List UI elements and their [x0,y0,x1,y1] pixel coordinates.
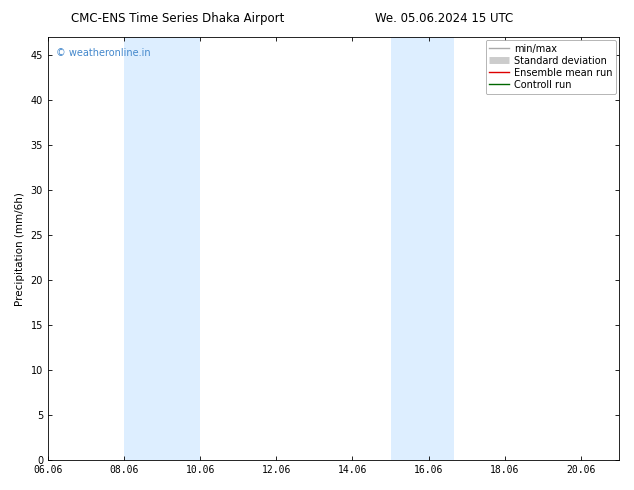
Text: © weatheronline.in: © weatheronline.in [56,48,151,58]
Text: CMC-ENS Time Series Dhaka Airport: CMC-ENS Time Series Dhaka Airport [71,12,284,25]
Y-axis label: Precipitation (mm/6h): Precipitation (mm/6h) [15,192,25,306]
Text: We. 05.06.2024 15 UTC: We. 05.06.2024 15 UTC [375,12,513,25]
Bar [124,37,200,460]
Bar [391,37,454,460]
Legend: min/max, Standard deviation, Ensemble mean run, Controll run: min/max, Standard deviation, Ensemble me… [486,40,616,94]
